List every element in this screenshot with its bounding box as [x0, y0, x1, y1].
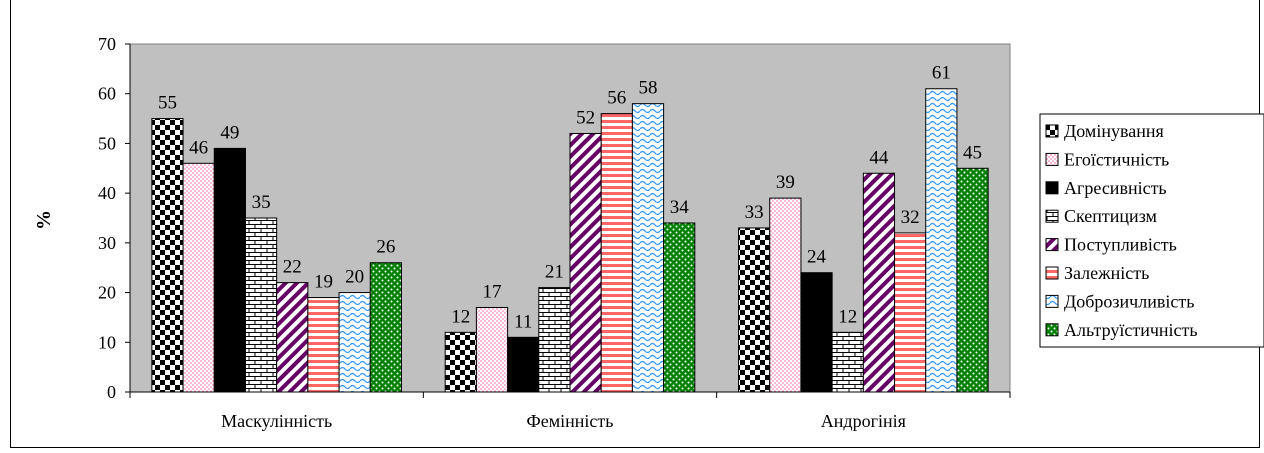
y-tick-label: 30 [98, 233, 116, 253]
data-label: 21 [545, 262, 564, 283]
bar [151, 118, 184, 393]
bar [738, 227, 771, 393]
bar [894, 232, 927, 393]
data-label: 19 [314, 272, 333, 293]
bar [538, 287, 571, 393]
bar [338, 292, 371, 393]
data-label: 52 [576, 107, 595, 128]
bar [600, 113, 633, 393]
legend-label: Егоїстичність [1064, 149, 1169, 169]
data-label: 46 [189, 137, 208, 158]
data-label: 39 [776, 172, 795, 193]
data-label: 56 [607, 88, 626, 109]
legend-swatch [1045, 124, 1059, 138]
y-tick-label: 50 [98, 133, 116, 153]
data-label: 26 [376, 237, 395, 258]
data-label: 17 [483, 281, 502, 302]
data-label: 49 [220, 122, 239, 143]
y-tick-label: 60 [98, 84, 116, 104]
legend-label: Альтруїстичність [1064, 320, 1198, 340]
x-axis: Маскулінність Фемінність Андрогінія [129, 391, 1011, 431]
y-tick-label: 40 [98, 183, 116, 203]
bar [244, 217, 278, 393]
bar [444, 331, 477, 393]
x-tick-label: Фемінність [527, 411, 614, 431]
legend-label: Агресивність [1064, 178, 1167, 198]
legend-label: Поступливість [1064, 235, 1177, 255]
data-label: 12 [451, 306, 470, 327]
bar [663, 222, 696, 393]
x-tick-label: Андрогінія [821, 411, 906, 431]
bars [151, 88, 989, 393]
legend-swatch [1045, 294, 1059, 308]
bar [631, 103, 665, 393]
legend-label: Доброзичливість [1064, 291, 1194, 311]
y-axis-title: % [33, 210, 55, 230]
legend-swatch [1045, 152, 1059, 166]
bar [213, 147, 246, 393]
data-label: 44 [869, 147, 889, 168]
data-label: 55 [158, 93, 177, 114]
bar [769, 197, 802, 393]
x-tick-label: Маскулінність [221, 411, 332, 431]
data-label: 20 [345, 267, 364, 288]
data-label: 35 [252, 192, 271, 213]
y-tick-label: 10 [98, 332, 116, 352]
data-label: 24 [807, 247, 827, 268]
legend-swatch [1045, 209, 1059, 223]
legend-swatch [1045, 181, 1059, 195]
bar [569, 132, 602, 393]
data-label: 61 [932, 63, 951, 84]
data-label: 32 [901, 207, 920, 228]
data-label: 12 [838, 306, 857, 327]
bar [956, 167, 989, 393]
legend: Домінування Егоїстичність Агресивність Скеп… [1039, 113, 1264, 348]
legend-swatch [1045, 323, 1059, 337]
legend-label: Залежність [1064, 263, 1149, 283]
data-labels: 55 12 33 46 17 39 49 11 24 35 21 12 22 52 44 19 56 32 20 58… [158, 63, 982, 333]
data-label: 11 [514, 311, 532, 332]
legend-swatch [1045, 238, 1059, 252]
bar [182, 162, 215, 393]
bar [276, 282, 309, 393]
legend-label: Домінування [1064, 121, 1164, 141]
bar [369, 262, 402, 393]
data-label: 22 [283, 257, 302, 278]
y-tick-label: 70 [98, 34, 116, 54]
bar [800, 272, 833, 393]
bar [925, 88, 958, 393]
data-label: 45 [963, 142, 982, 163]
bar [475, 306, 509, 393]
y-axis: 0 10 20 30 40 50 60 70 [98, 34, 131, 402]
legend-box [1039, 113, 1264, 348]
legend-label: Скептицизм [1064, 206, 1157, 226]
y-tick-label: 20 [98, 283, 116, 303]
legend-swatch [1045, 266, 1059, 280]
data-label: 33 [745, 202, 764, 223]
y-tick-label: 0 [107, 382, 116, 402]
data-label: 58 [639, 78, 658, 99]
bar [307, 297, 340, 393]
bar [831, 331, 864, 393]
bar [507, 336, 540, 393]
bar [862, 172, 896, 393]
data-label: 34 [670, 197, 690, 218]
